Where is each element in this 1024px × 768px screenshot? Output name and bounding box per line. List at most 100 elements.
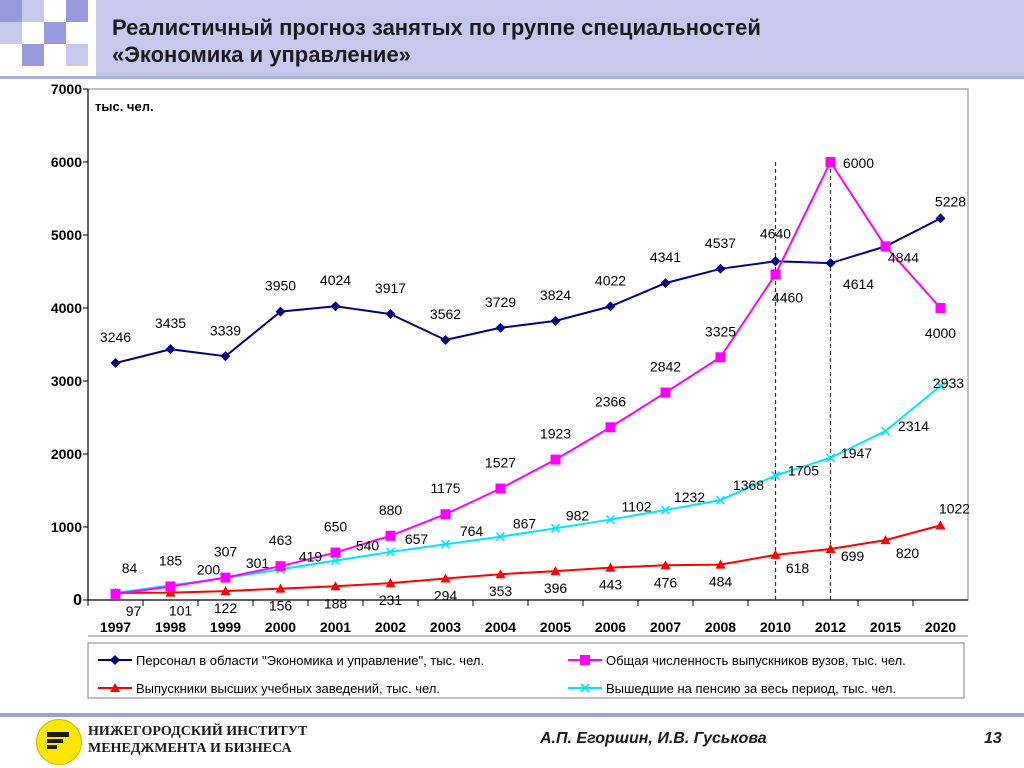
slide-title-line-2: «Экономика и управление» xyxy=(112,42,411,67)
legend-label: Общая численность выпускников вузов, тыс… xyxy=(606,653,906,668)
y-tick-label: 7000 xyxy=(51,81,82,97)
footer-divider xyxy=(0,713,1024,717)
decor-square-3 xyxy=(66,0,88,22)
plot-area xyxy=(87,88,969,601)
data-point xyxy=(715,352,726,363)
institute-name-line-2: МЕНЕДЖМЕНТА И БИЗНЕСА xyxy=(88,741,292,756)
data-label: 476 xyxy=(654,574,678,590)
data-label: 294 xyxy=(434,588,458,604)
data-point xyxy=(385,547,396,557)
data-point xyxy=(605,422,616,433)
data-point xyxy=(935,381,946,391)
decor-square-7 xyxy=(66,44,88,66)
data-point xyxy=(880,241,891,252)
data-label: 1947 xyxy=(841,445,872,461)
data-point xyxy=(330,581,341,591)
decor-square-5 xyxy=(44,22,66,44)
data-label: 2842 xyxy=(650,359,681,375)
title-bar xyxy=(96,0,1024,76)
data-label: 4460 xyxy=(772,289,803,305)
data-point xyxy=(440,334,451,345)
data-point xyxy=(825,543,836,553)
y-tick-label: 0 xyxy=(73,592,82,609)
data-point xyxy=(440,509,451,520)
series-line xyxy=(115,385,942,594)
data-label: 84 xyxy=(122,560,138,576)
institute-name: НИЖЕГОРОДСКИЙ ИНСТИТУТ МЕНЕДЖМЕНТА И БИЗ… xyxy=(88,723,307,757)
data-point xyxy=(770,256,781,267)
x-tick-label: 2003 xyxy=(430,619,461,635)
x-tick-label: 2005 xyxy=(540,619,571,635)
data-point xyxy=(715,263,726,274)
decor-square-6 xyxy=(22,44,44,66)
legend-marker xyxy=(580,683,590,693)
data-point xyxy=(880,426,891,436)
data-point xyxy=(715,495,726,505)
data-point xyxy=(495,532,506,542)
data-label: 2933 xyxy=(933,375,964,391)
data-label: 657 xyxy=(405,531,429,547)
data-label: 1923 xyxy=(540,426,571,442)
data-point xyxy=(275,561,286,572)
legend-marker xyxy=(110,655,120,665)
data-label: 4024 xyxy=(320,272,351,288)
chart-root: 0 1000 2000 3000 4000 5000 6000 7000 тыс. чел. 19… xyxy=(51,81,970,699)
x-tick-label: 2001 xyxy=(320,619,351,635)
data-label: 540 xyxy=(356,538,380,554)
data-point xyxy=(220,572,231,583)
data-point xyxy=(770,549,781,559)
data-label: 301 xyxy=(246,555,270,571)
data-label: 3435 xyxy=(155,315,186,331)
series-line xyxy=(115,217,941,365)
data-label: 3562 xyxy=(430,306,461,322)
data-label: 1705 xyxy=(788,463,819,479)
legend-label: Персонал в области "Экономика и управлен… xyxy=(136,653,484,668)
data-label: 4844 xyxy=(888,249,919,265)
institute-logo xyxy=(36,719,82,765)
data-point xyxy=(605,562,616,572)
data-point xyxy=(110,358,121,369)
data-point xyxy=(825,453,836,463)
x-tick-label: 2004 xyxy=(485,619,516,635)
data-point xyxy=(660,505,671,515)
data-label: 1527 xyxy=(485,455,516,471)
data-point xyxy=(495,322,506,333)
data-label: 650 xyxy=(324,519,348,535)
x-tick-label: 2015 xyxy=(870,619,901,635)
data-point xyxy=(660,387,671,398)
data-point xyxy=(165,581,176,592)
data-point xyxy=(935,520,946,530)
data-point xyxy=(385,530,396,541)
data-point xyxy=(220,586,231,596)
data-label: 101 xyxy=(169,603,193,619)
series-line xyxy=(115,524,941,594)
data-label: 484 xyxy=(709,574,733,590)
x-tick-label: 2007 xyxy=(650,619,681,635)
x-tick-label: 2002 xyxy=(375,619,406,635)
data-label: 982 xyxy=(566,507,590,523)
x-tick-label: 1998 xyxy=(155,619,186,635)
x-tick-label: 1999 xyxy=(210,619,241,635)
data-label: 97 xyxy=(126,603,142,619)
data-point xyxy=(935,213,946,224)
data-label: 4537 xyxy=(705,235,736,251)
data-label: 3824 xyxy=(540,287,571,303)
x-tick-label: 2008 xyxy=(705,619,736,635)
data-label: 820 xyxy=(896,545,920,561)
data-label: 396 xyxy=(544,580,568,596)
data-point xyxy=(330,556,341,566)
data-label: 1368 xyxy=(733,477,764,493)
logo-mark-icon xyxy=(47,732,69,749)
data-point xyxy=(495,569,506,579)
legend-marker xyxy=(580,655,590,665)
data-point xyxy=(660,560,671,570)
data-label: 1102 xyxy=(621,499,651,515)
data-point xyxy=(330,301,341,312)
authors: А.П. Егоршин, И.В. Гуськова xyxy=(540,730,767,747)
data-label: 5228 xyxy=(935,193,966,209)
data-label: 618 xyxy=(786,560,810,576)
data-label: 2314 xyxy=(898,418,929,434)
y-tick-label: 3000 xyxy=(51,373,82,389)
data-point xyxy=(660,278,671,289)
data-label: 2366 xyxy=(595,393,626,409)
